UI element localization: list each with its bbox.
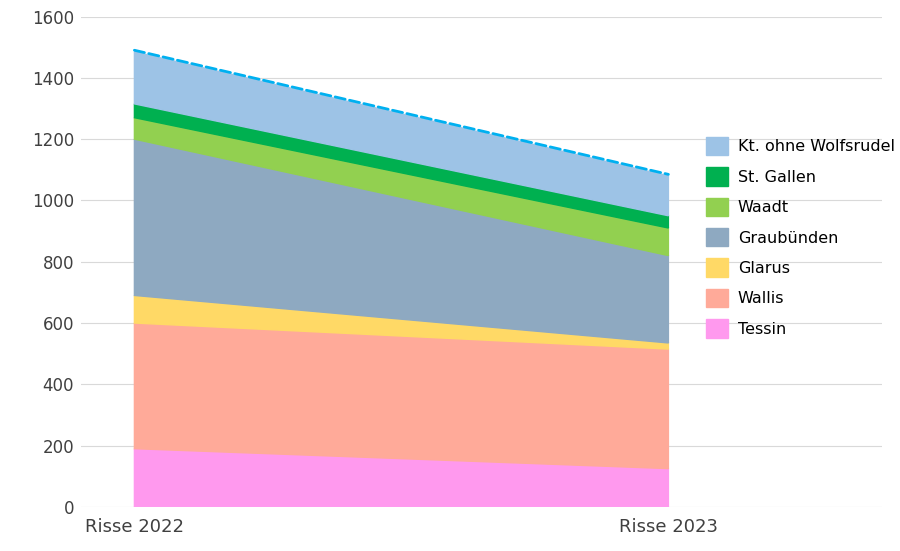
Polygon shape <box>134 118 669 256</box>
Polygon shape <box>134 323 669 468</box>
Polygon shape <box>134 104 669 228</box>
Polygon shape <box>134 52 669 216</box>
Polygon shape <box>134 295 669 349</box>
Polygon shape <box>134 449 669 507</box>
Polygon shape <box>134 139 669 343</box>
Legend: Kt. ohne Wolfsrudel, St. Gallen, Waadt, Graubünden, Glarus, Wallis, Tessin: Kt. ohne Wolfsrudel, St. Gallen, Waadt, … <box>698 129 900 345</box>
